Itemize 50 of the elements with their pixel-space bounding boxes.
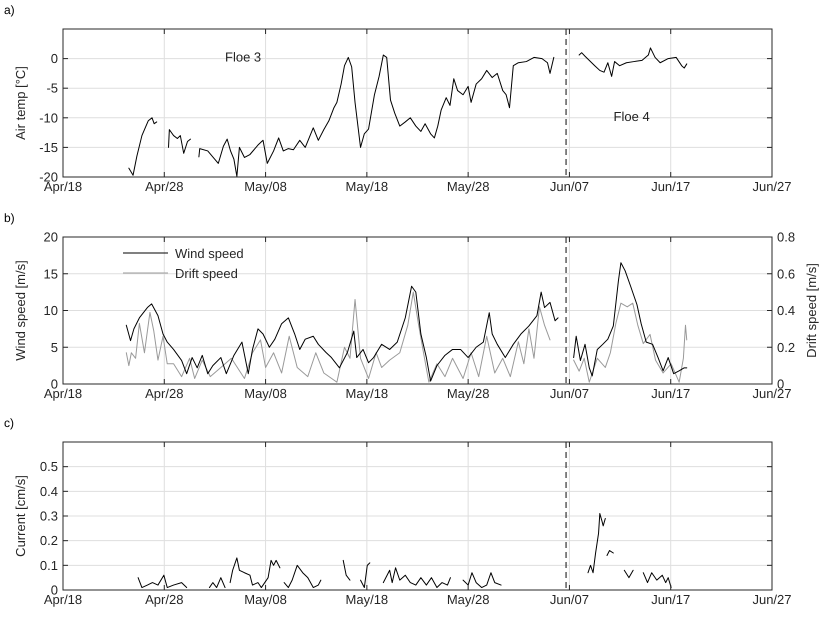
y-tick-label: -5 [46, 80, 58, 96]
x-tick-label: Jun/07 [550, 592, 589, 607]
y2-tick-label: 0.4 [777, 303, 796, 318]
x-tick-label: Apr/28 [145, 386, 184, 401]
y-tick-label: 0 [50, 51, 58, 66]
y2-tick-label: 0.2 [777, 340, 796, 355]
x-tick-label: May/28 [446, 179, 490, 194]
y-tick-label: 20 [44, 230, 58, 244]
x-tick-label: Jun/17 [651, 592, 690, 607]
y2-axis-title: Drift speed [m/s] [804, 263, 819, 358]
x-tick-label: May/28 [446, 386, 490, 401]
x-tick-label: Jun/07 [550, 386, 589, 401]
x-tick-label: Jun/17 [651, 179, 690, 194]
x-tick-label: May/28 [446, 592, 490, 607]
x-tick-label: Apr/28 [145, 179, 184, 194]
y-tick-label: 0.1 [40, 558, 58, 573]
annotation: Floe 4 [614, 108, 650, 124]
y2-tick-label: 0.6 [777, 266, 796, 282]
y-tick-label: -15 [39, 140, 58, 155]
y-axis-title: Current [cm/s] [13, 475, 28, 557]
y-tick-label: 0.2 [40, 533, 58, 548]
x-tick-label: Jun/17 [651, 386, 690, 401]
y-tick-label: 0 [50, 582, 58, 598]
x-tick-label: May/18 [346, 179, 388, 194]
x-tick-label: Jun/27 [752, 592, 792, 607]
x-tick-label: May/08 [244, 179, 287, 194]
y-tick-label: 15 [44, 266, 58, 282]
x-tick-label: May/18 [346, 592, 388, 607]
y-axis-title: Wind speed [m/s] [13, 260, 28, 361]
x-tick-label: May/18 [346, 386, 388, 401]
x-tick-label: May/08 [244, 592, 287, 607]
y2-tick-label: 0.8 [777, 230, 796, 244]
y-tick-label: 0.3 [40, 508, 58, 524]
x-tick-label: May/08 [244, 386, 287, 401]
x-tick-label: Jun/07 [550, 179, 589, 194]
y-axis-title: Air temp [°C] [13, 66, 28, 140]
legend-label: Drift speed [175, 266, 238, 281]
y-tick-label: 10 [44, 303, 58, 318]
legend-label: Wind speed [175, 246, 244, 261]
y-tick-label: 0.4 [40, 484, 58, 499]
y-tick-label: 0 [50, 376, 58, 392]
chart-title: b) [4, 211, 15, 225]
y-tick-label: 0.5 [40, 459, 58, 474]
annotation: Floe 3 [225, 50, 262, 65]
y-tick-label: -10 [39, 110, 58, 126]
y-tick-label: 5 [50, 340, 58, 355]
chart-title: a) [4, 3, 15, 17]
x-tick-label: Apr/28 [145, 592, 184, 607]
x-tick-label: Jun/27 [752, 179, 792, 194]
chart-title: c) [4, 416, 14, 430]
